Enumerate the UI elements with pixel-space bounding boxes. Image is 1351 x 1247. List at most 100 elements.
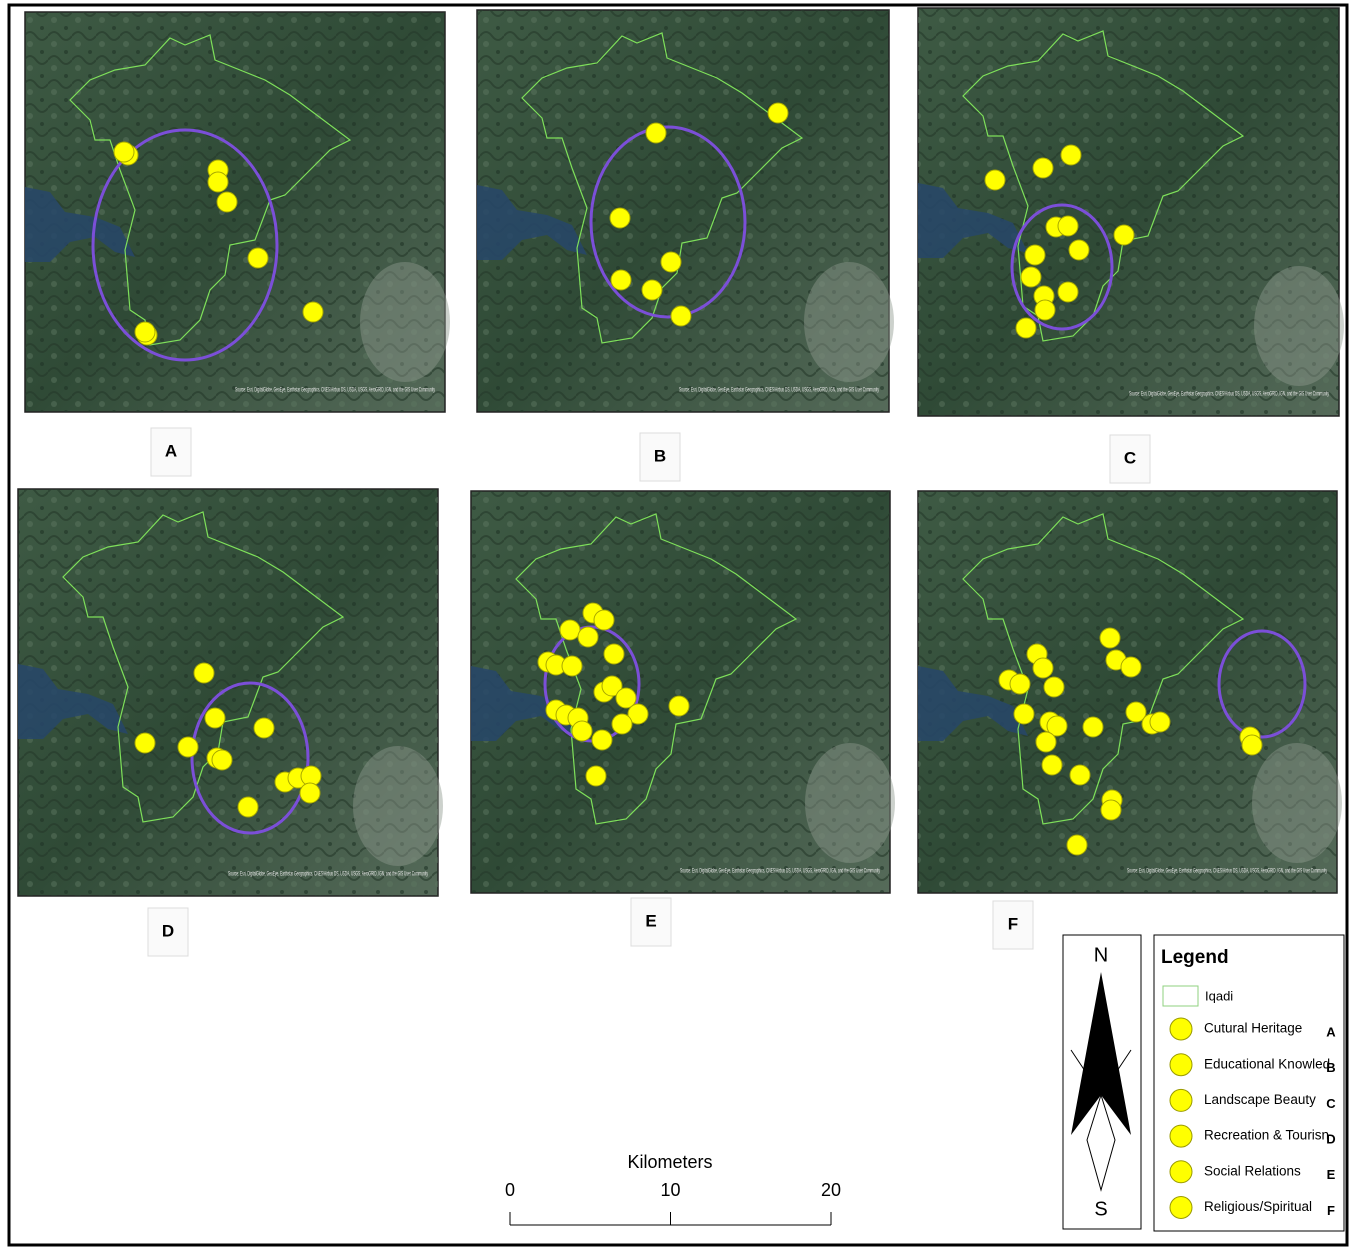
legend-label: Educational Knowled <box>1204 1056 1330 1071</box>
scale-unit: Kilometers <box>627 1152 712 1172</box>
location-point <box>604 644 624 664</box>
location-point <box>560 620 580 640</box>
figure: N S Legend Iqadi Cutural HeritageAEducat… <box>0 0 1351 1247</box>
location-point <box>768 103 788 123</box>
urban-area <box>1254 266 1344 386</box>
attribution: Source: Esri, DigitalGlobe, GeoEye, Eart… <box>235 387 435 394</box>
location-point <box>217 192 237 212</box>
location-point <box>1100 628 1120 648</box>
scale-tick-label: 20 <box>821 1180 841 1200</box>
location-point <box>612 714 632 734</box>
location-point <box>205 708 225 728</box>
location-point <box>586 766 606 786</box>
location-point <box>1016 318 1036 338</box>
location-point <box>1014 704 1034 724</box>
location-point <box>1067 835 1087 855</box>
location-point <box>578 627 598 647</box>
legend-panel-letter: D <box>1326 1132 1335 1147</box>
legend-title: Legend <box>1161 947 1229 968</box>
attribution: Source: Esri, DigitalGlobe, GeoEye, Eart… <box>679 387 879 394</box>
legend-panel-letter: E <box>1327 1167 1336 1182</box>
location-point <box>592 730 612 750</box>
location-point <box>1010 674 1030 694</box>
legend-marker <box>1170 1125 1192 1147</box>
location-point <box>300 783 320 803</box>
location-point <box>254 718 274 738</box>
legend-label: Social Relations <box>1204 1163 1301 1178</box>
location-point <box>669 696 689 716</box>
legend-label: Landscape Beauty <box>1204 1092 1316 1107</box>
legend-panel-letter: F <box>1327 1203 1335 1218</box>
location-point <box>1033 158 1053 178</box>
attribution: Source: Esri, DigitalGlobe, GeoEye, Eart… <box>228 871 428 878</box>
location-point <box>671 306 691 326</box>
legend-marker <box>1170 1161 1192 1183</box>
location-point <box>985 170 1005 190</box>
legend-panel-letter: A <box>1326 1024 1336 1039</box>
location-point <box>212 750 232 770</box>
map-panel: Source: Esri, DigitalGlobe, GeoEye, Eart… <box>25 12 450 476</box>
panel-label: F <box>1008 914 1018 933</box>
location-point <box>1069 240 1089 260</box>
location-point <box>303 302 323 322</box>
scale-tick-label: 10 <box>660 1180 680 1200</box>
map-panel: Source: Esri, DigitalGlobe, GeoEye, Eart… <box>471 491 895 946</box>
legend-label: Religious/Spiritual <box>1204 1199 1312 1214</box>
location-point <box>562 656 582 676</box>
location-point <box>1101 800 1121 820</box>
legend-panel-letter: C <box>1326 1096 1336 1111</box>
map-panel: Source: Esri, DigitalGlobe, GeoEye, Eart… <box>918 8 1344 483</box>
location-point <box>135 733 155 753</box>
south-label: S <box>1094 1198 1107 1220</box>
attribution: Source: Esri, DigitalGlobe, GeoEye, Eart… <box>1129 391 1329 398</box>
location-point <box>1025 245 1045 265</box>
location-point <box>642 280 662 300</box>
location-point <box>594 610 614 630</box>
location-point <box>194 663 214 683</box>
location-point <box>1150 712 1170 732</box>
location-point <box>1044 677 1064 697</box>
urban-area <box>804 262 894 382</box>
legend-boundary-label: Iqadi <box>1205 988 1233 1003</box>
location-point <box>208 172 228 192</box>
legend-marker <box>1170 1054 1192 1076</box>
location-point <box>1058 282 1078 302</box>
location-point <box>1021 267 1041 287</box>
location-point <box>1035 300 1055 320</box>
urban-area <box>353 746 443 866</box>
location-point <box>1036 732 1056 752</box>
location-point <box>178 737 198 757</box>
urban-area <box>1252 743 1342 863</box>
urban-area <box>360 262 450 382</box>
location-point <box>1083 717 1103 737</box>
legend-label: Cutural Heritage <box>1204 1021 1302 1036</box>
location-point <box>248 248 268 268</box>
attribution: Source: Esri, DigitalGlobe, GeoEye, Eart… <box>1127 868 1327 875</box>
location-point <box>1042 755 1062 775</box>
map-panel: Source: Esri, DigitalGlobe, GeoEye, Eart… <box>918 491 1342 949</box>
location-point <box>572 721 592 741</box>
panel-label: C <box>1124 448 1136 467</box>
map-panel: Source: Esri, DigitalGlobe, GeoEye, Eart… <box>477 10 894 481</box>
legend-panel-letter: B <box>1326 1060 1335 1075</box>
location-point <box>646 123 666 143</box>
legend-marker <box>1170 1018 1192 1040</box>
panel-label: D <box>162 921 174 940</box>
legend-box <box>1154 935 1344 1231</box>
scale-tick-label: 0 <box>505 1180 515 1200</box>
location-point <box>1061 145 1081 165</box>
legend-marker <box>1170 1089 1192 1111</box>
location-point <box>1114 225 1134 245</box>
location-point <box>1033 658 1053 678</box>
panel-label: E <box>645 911 656 930</box>
location-point <box>1058 216 1078 236</box>
location-point <box>661 252 681 272</box>
legend-marker <box>1170 1197 1192 1219</box>
location-point <box>1121 657 1141 677</box>
location-point <box>1242 735 1262 755</box>
panel-label: B <box>654 446 666 465</box>
location-point <box>611 270 631 290</box>
location-point <box>1070 765 1090 785</box>
panel-label: A <box>165 441 177 460</box>
location-point <box>238 797 258 817</box>
